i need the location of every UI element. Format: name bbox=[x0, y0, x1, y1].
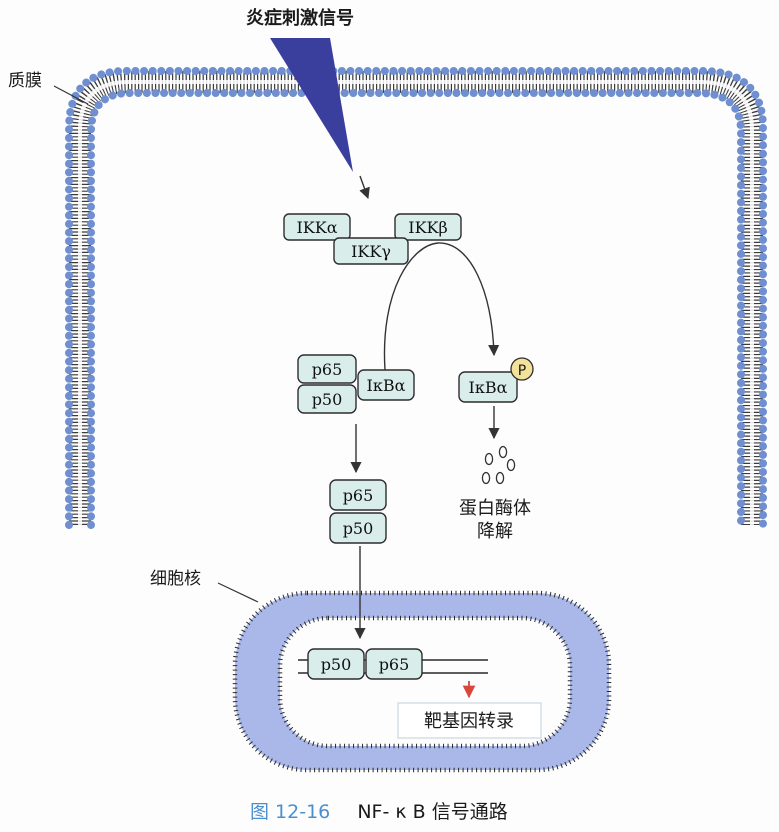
degradation-fragments bbox=[481, 445, 516, 485]
membrane-leader bbox=[53, 85, 89, 105]
p50-nuc-box bbox=[307, 648, 365, 680]
nucleus-leader bbox=[217, 582, 259, 603]
p50-cyto-label: p50 bbox=[312, 390, 343, 409]
p65-mid-label: p65 bbox=[343, 486, 374, 505]
transcription-label: 靶基因转录 bbox=[424, 711, 514, 732]
phospho-label: P bbox=[518, 363, 526, 379]
ikba-bound-label: IκBα bbox=[367, 376, 406, 395]
ikba-free-label: IκBα bbox=[469, 378, 508, 397]
phospho-circle bbox=[510, 357, 534, 381]
membrane-label: 质膜 bbox=[8, 71, 42, 91]
ikba-free-box bbox=[458, 371, 518, 403]
ikk-gamma-box bbox=[333, 237, 409, 265]
ikba-bound-box bbox=[357, 369, 415, 401]
proteasome-label: 蛋白酶体 bbox=[459, 498, 531, 519]
p65-cyto-box bbox=[297, 354, 357, 384]
figure-caption: 图 12-16 NF- κ B 信号通路 bbox=[250, 801, 508, 823]
nfkb-dna-bound: p50 p65 bbox=[307, 648, 423, 680]
p65-mid-box bbox=[329, 479, 387, 511]
nfkb-ikba-complex: p65 p50 IκBα bbox=[297, 354, 415, 414]
p65-cyto-label: p65 bbox=[312, 360, 343, 379]
plasma-membrane bbox=[65, 67, 767, 529]
ikba-phosphorylated: IκBα P bbox=[458, 357, 534, 403]
stimulus-arrow bbox=[359, 175, 370, 200]
ikk-alpha-label: IKKα bbox=[296, 218, 337, 237]
nfkb-free-dimer: p65 p50 bbox=[329, 479, 387, 544]
p50-mid-label: p50 bbox=[343, 519, 374, 538]
ikk-gamma-label: IKKγ bbox=[351, 242, 391, 261]
ikk-beta-box bbox=[394, 213, 462, 241]
caption-number: 图 12-16 bbox=[250, 801, 330, 823]
p50-nuc-label: p50 bbox=[321, 655, 352, 674]
p50-mid-box bbox=[329, 512, 387, 544]
degradation-label: 降解 bbox=[477, 521, 513, 542]
stimulus-label: 炎症刺激信号 bbox=[246, 7, 354, 29]
ikk-alpha-box bbox=[283, 213, 351, 241]
p50-cyto-box bbox=[297, 384, 357, 414]
nucleus-label: 细胞核 bbox=[150, 569, 201, 589]
p65-nuc-label: p65 bbox=[379, 655, 410, 674]
transcription-box bbox=[397, 702, 542, 739]
caption-title: NF- κ B 信号通路 bbox=[357, 801, 507, 823]
ikk-complex: IKKα IKKβ IKKγ bbox=[283, 213, 462, 265]
stimulus-wedge bbox=[270, 38, 353, 172]
nuclear-envelope bbox=[232, 590, 612, 773]
ikk-beta-label: IKKβ bbox=[408, 218, 447, 237]
phosphorylation-arrow bbox=[383, 242, 500, 371]
p65-nuc-box bbox=[365, 648, 423, 680]
